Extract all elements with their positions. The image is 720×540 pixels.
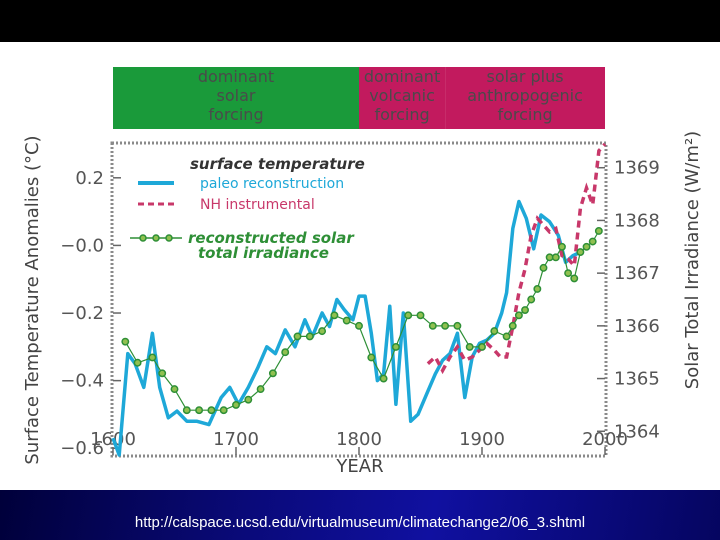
y-tick-label: −0.0 bbox=[60, 235, 104, 256]
series-line-solar-irradiance bbox=[124, 230, 600, 411]
solar-irradiance-point bbox=[121, 337, 130, 346]
x-axis-title: YEAR bbox=[335, 456, 383, 477]
y-tick-label: −0.4 bbox=[60, 371, 104, 392]
series-line-nh-instrumental bbox=[426, 142, 607, 375]
solar-irradiance-point bbox=[207, 406, 216, 415]
x-tick-label: 1900 bbox=[459, 429, 505, 450]
solar-irradiance-point bbox=[133, 358, 142, 367]
legend-solar-marker bbox=[152, 234, 160, 242]
legend-solar-marker bbox=[165, 234, 173, 242]
solar-irradiance-point bbox=[465, 342, 474, 351]
forcing-band-label: solar plus bbox=[486, 67, 563, 86]
solar-irradiance-point bbox=[195, 406, 204, 415]
x-tick-label: 2000 bbox=[582, 429, 628, 450]
solar-irradiance-point bbox=[594, 227, 603, 235]
footer: http://calspace.ucsd.edu/virtualmuseum/c… bbox=[0, 490, 720, 540]
x-tick-label: 1800 bbox=[336, 429, 382, 450]
solar-irradiance-point bbox=[342, 316, 351, 325]
legend-solar-marker bbox=[139, 234, 147, 242]
solar-irradiance-point bbox=[232, 400, 240, 409]
forcing-band-label: volcanic bbox=[369, 86, 435, 105]
forcing-band bbox=[445, 67, 605, 129]
solar-irradiance-point bbox=[582, 242, 591, 251]
y2-tick-label: 1369 bbox=[614, 158, 660, 179]
y2-axis-title: Solar Total Irradiance (W/m²) bbox=[682, 131, 703, 389]
y2-tick-label: 1368 bbox=[614, 210, 660, 231]
forcing-band-label: dominant bbox=[364, 67, 440, 86]
x-tick-label: 1700 bbox=[213, 429, 259, 450]
solar-irradiance-point bbox=[355, 321, 363, 330]
y2-tick-label: 1367 bbox=[614, 263, 660, 284]
solar-irradiance-point bbox=[367, 353, 376, 362]
y-axis-title: Surface Temperature Anomalies (°C) bbox=[22, 135, 43, 464]
legend-solar-title-line2: total irradiance bbox=[198, 244, 329, 262]
solar-irradiance-point bbox=[391, 342, 400, 351]
solar-irradiance-point bbox=[453, 321, 462, 330]
solar-irradiance-point bbox=[576, 248, 585, 257]
forcing-band-label: forcing bbox=[374, 105, 429, 124]
solar-irradiance-point bbox=[428, 321, 437, 330]
solar-irradiance-point bbox=[490, 327, 499, 336]
solar-irradiance-point bbox=[256, 385, 265, 394]
forcing-band-label: anthropogenic bbox=[467, 86, 583, 105]
solar-irradiance-point bbox=[441, 321, 450, 330]
solar-irradiance-point bbox=[148, 353, 157, 362]
solar-irradiance-point bbox=[170, 385, 179, 394]
solar-irradiance-point bbox=[379, 374, 388, 383]
solar-irradiance-point bbox=[219, 406, 228, 415]
solar-irradiance-point bbox=[305, 332, 314, 341]
solar-irradiance-point bbox=[539, 263, 548, 272]
solar-irradiance-point bbox=[244, 395, 253, 404]
y-tick-label: −0.2 bbox=[60, 303, 104, 324]
solar-irradiance-point bbox=[527, 295, 536, 304]
solar-irradiance-point bbox=[268, 369, 277, 378]
legend-instrumental-label: NH instrumental bbox=[200, 197, 315, 213]
forcing-band bbox=[113, 67, 359, 129]
forcing-band bbox=[359, 67, 446, 129]
forcing-band-label: forcing bbox=[497, 105, 552, 124]
solar-irradiance-point bbox=[502, 332, 511, 341]
solar-irradiance-point bbox=[508, 321, 517, 330]
solar-irradiance-point bbox=[564, 269, 573, 278]
top-black-bar bbox=[0, 0, 720, 42]
solar-irradiance-point bbox=[588, 237, 597, 246]
y2-tick-label: 1364 bbox=[614, 421, 660, 442]
y-tick-label: 0.2 bbox=[75, 168, 104, 189]
solar-irradiance-point bbox=[551, 253, 560, 262]
series-layer bbox=[111, 142, 607, 457]
forcing-band-label: forcing bbox=[208, 105, 263, 124]
forcing-band-label: dominant bbox=[198, 67, 274, 86]
series-line-paleo-reconstruction bbox=[111, 199, 582, 457]
climate-chart: dominantsolarforcingdominantvolcanicforc… bbox=[22, 67, 703, 477]
solar-irradiance-point bbox=[293, 332, 302, 341]
solar-irradiance-point bbox=[330, 311, 339, 320]
forcing-bands: dominantsolarforcingdominantvolcanicforc… bbox=[113, 67, 605, 129]
source-url-link[interactable]: http://calspace.ucsd.edu/virtualmuseum/c… bbox=[134, 514, 586, 531]
solar-irradiance-point bbox=[158, 369, 167, 378]
plot-frame bbox=[110, 141, 608, 458]
y2-tick-label: 1365 bbox=[614, 369, 660, 390]
solar-irradiance-point bbox=[521, 306, 529, 314]
forcing-band-label: solar bbox=[217, 86, 256, 105]
solar-irradiance-point bbox=[570, 274, 579, 283]
solar-irradiance-point bbox=[281, 348, 290, 357]
solar-irradiance-point bbox=[533, 285, 542, 293]
solar-irradiance-point bbox=[514, 311, 523, 320]
legend-paleo-label: paleo reconstruction bbox=[200, 176, 344, 192]
legend-solar-title-line1: reconstructed solar bbox=[188, 229, 355, 247]
solar-irradiance-point bbox=[478, 342, 486, 351]
legend-title-surface-temperature: surface temperature bbox=[190, 155, 365, 173]
solar-irradiance-point bbox=[404, 311, 413, 320]
slide-panel: dominant solar forcing dominant volcanic forc… bbox=[0, 42, 720, 490]
solar-irradiance-point bbox=[318, 327, 327, 336]
legend: surface temperature paleo reconstruction… bbox=[130, 155, 365, 262]
y2-tick-label: 1366 bbox=[614, 316, 660, 337]
solar-irradiance-point bbox=[558, 242, 566, 251]
axis-ticks: 1600 1700 1800 1900 20000.2−0.0−0.2−0.4−0.61… bbox=[60, 158, 660, 460]
solar-irradiance-point bbox=[416, 311, 425, 320]
y-tick-label: −0.6 bbox=[60, 438, 104, 459]
solar-irradiance-point bbox=[182, 406, 191, 415]
